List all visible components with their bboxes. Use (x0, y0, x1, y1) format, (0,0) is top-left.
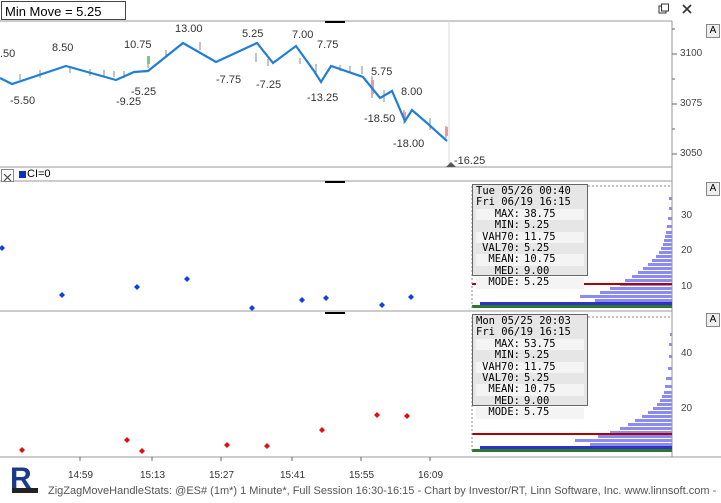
zigzag-label: 8.00 (401, 86, 423, 98)
y-tick-label: 20 (681, 403, 693, 414)
close-icon[interactable] (681, 3, 693, 18)
chart-title: Min Move = 5.25 (1, 1, 126, 20)
y-tick-label: 3050 (680, 148, 703, 159)
stat-row: VAL70: 5.25 (482, 372, 550, 385)
x-tick-label: 15:55 (349, 470, 375, 481)
x-tick-label: 14:59 (68, 470, 94, 481)
stat-row: MED: 9.00 (494, 394, 550, 407)
y-tick-label: 30 (681, 210, 693, 221)
stats-from: Mon 05/25 20:03 (476, 315, 571, 327)
stat-points (19, 412, 410, 454)
investor-rt-logo: R (6, 458, 42, 498)
x-tick-label: 15:41 (280, 470, 306, 481)
zigzag-label: -7.75 (216, 74, 242, 86)
autoscale-button[interactable]: A (706, 313, 720, 327)
stat-row: MAX: 53.75 (476, 338, 584, 351)
zigzag-label: -5.25 (131, 86, 157, 98)
x-tick-label: 15:13 (140, 470, 166, 481)
footer-caption: ZigZagMoveHandleStats: @ES# (1m*) 1 Minu… (48, 485, 717, 497)
zigzag-label: 13.00 (175, 23, 203, 35)
zigzag-label: 5.75 (371, 66, 393, 78)
stat-row: VAL70: 5.25 (482, 242, 550, 255)
zigzag-label: 5.25 (242, 28, 264, 40)
zigzag-label: .50 (0, 48, 16, 60)
stat-row: MIN: 5.25 (494, 349, 550, 362)
zigzag-label: -18.00 (393, 138, 425, 150)
stat-points (0, 245, 414, 311)
svg-text:R: R (10, 462, 32, 495)
y-tick-label: 10 (681, 281, 693, 292)
zigzag-label: -5.50 (10, 95, 36, 107)
y-tick-label: 3075 (680, 98, 703, 109)
zigzag-label: -16.25 (454, 155, 486, 167)
stat-row: MEAN: 10.75 (476, 384, 584, 396)
stat-row: MEAN: 10.75 (476, 254, 584, 266)
close-small-icon[interactable] (1, 169, 14, 182)
y-tick-label: 40 (681, 348, 693, 359)
stat-row: MODE: 5.75 (476, 406, 584, 419)
stats-to: Fri 06/19 16:15 (476, 196, 571, 209)
zigzag-label: 8.50 (52, 42, 74, 54)
stats-box: Mon 05/25 20:03 Fri 06/19 16:15 MAX: 53.7… (472, 314, 588, 419)
y-tick-label: 20 (681, 245, 693, 256)
stats-box: Tue 05/26 00:40 Fri 06/19 16:15 MAX: 38.7… (472, 184, 588, 289)
zigzag-label: -9.25 (116, 96, 142, 108)
stats-from: Tue 05/26 00:40 (476, 185, 571, 197)
legend-swatch (19, 171, 26, 178)
autoscale-button[interactable]: A (706, 24, 720, 38)
ci-label: CI=0 (27, 168, 51, 180)
zigzag-label: -7.25 (256, 79, 282, 91)
y-tick-label: 3100 (680, 48, 703, 59)
x-tick-label: 15:27 (209, 470, 235, 481)
zigzag-label: 7.00 (292, 29, 314, 41)
zigzag-label: 10.75 (124, 39, 152, 51)
zigzag-label: -13.25 (307, 92, 339, 104)
stat-row: MODE: 5.25 (476, 276, 584, 289)
stat-row: MIN: 5.25 (494, 219, 550, 232)
zigzag-label: -18.50 (364, 113, 396, 125)
stat-row: MED: 9.00 (494, 264, 550, 277)
x-tick-label: 16:09 (418, 470, 444, 481)
stat-row: VAH70: 11.75 (476, 361, 584, 374)
stat-row: VAH70: 11.75 (476, 231, 584, 244)
restore-icon[interactable] (658, 3, 670, 18)
stat-row: MAX: 38.75 (476, 208, 584, 221)
zigzag-label: 7.75 (317, 39, 339, 51)
stats-to: Fri 06/19 16:15 (476, 326, 571, 339)
autoscale-button[interactable]: A (706, 182, 720, 196)
